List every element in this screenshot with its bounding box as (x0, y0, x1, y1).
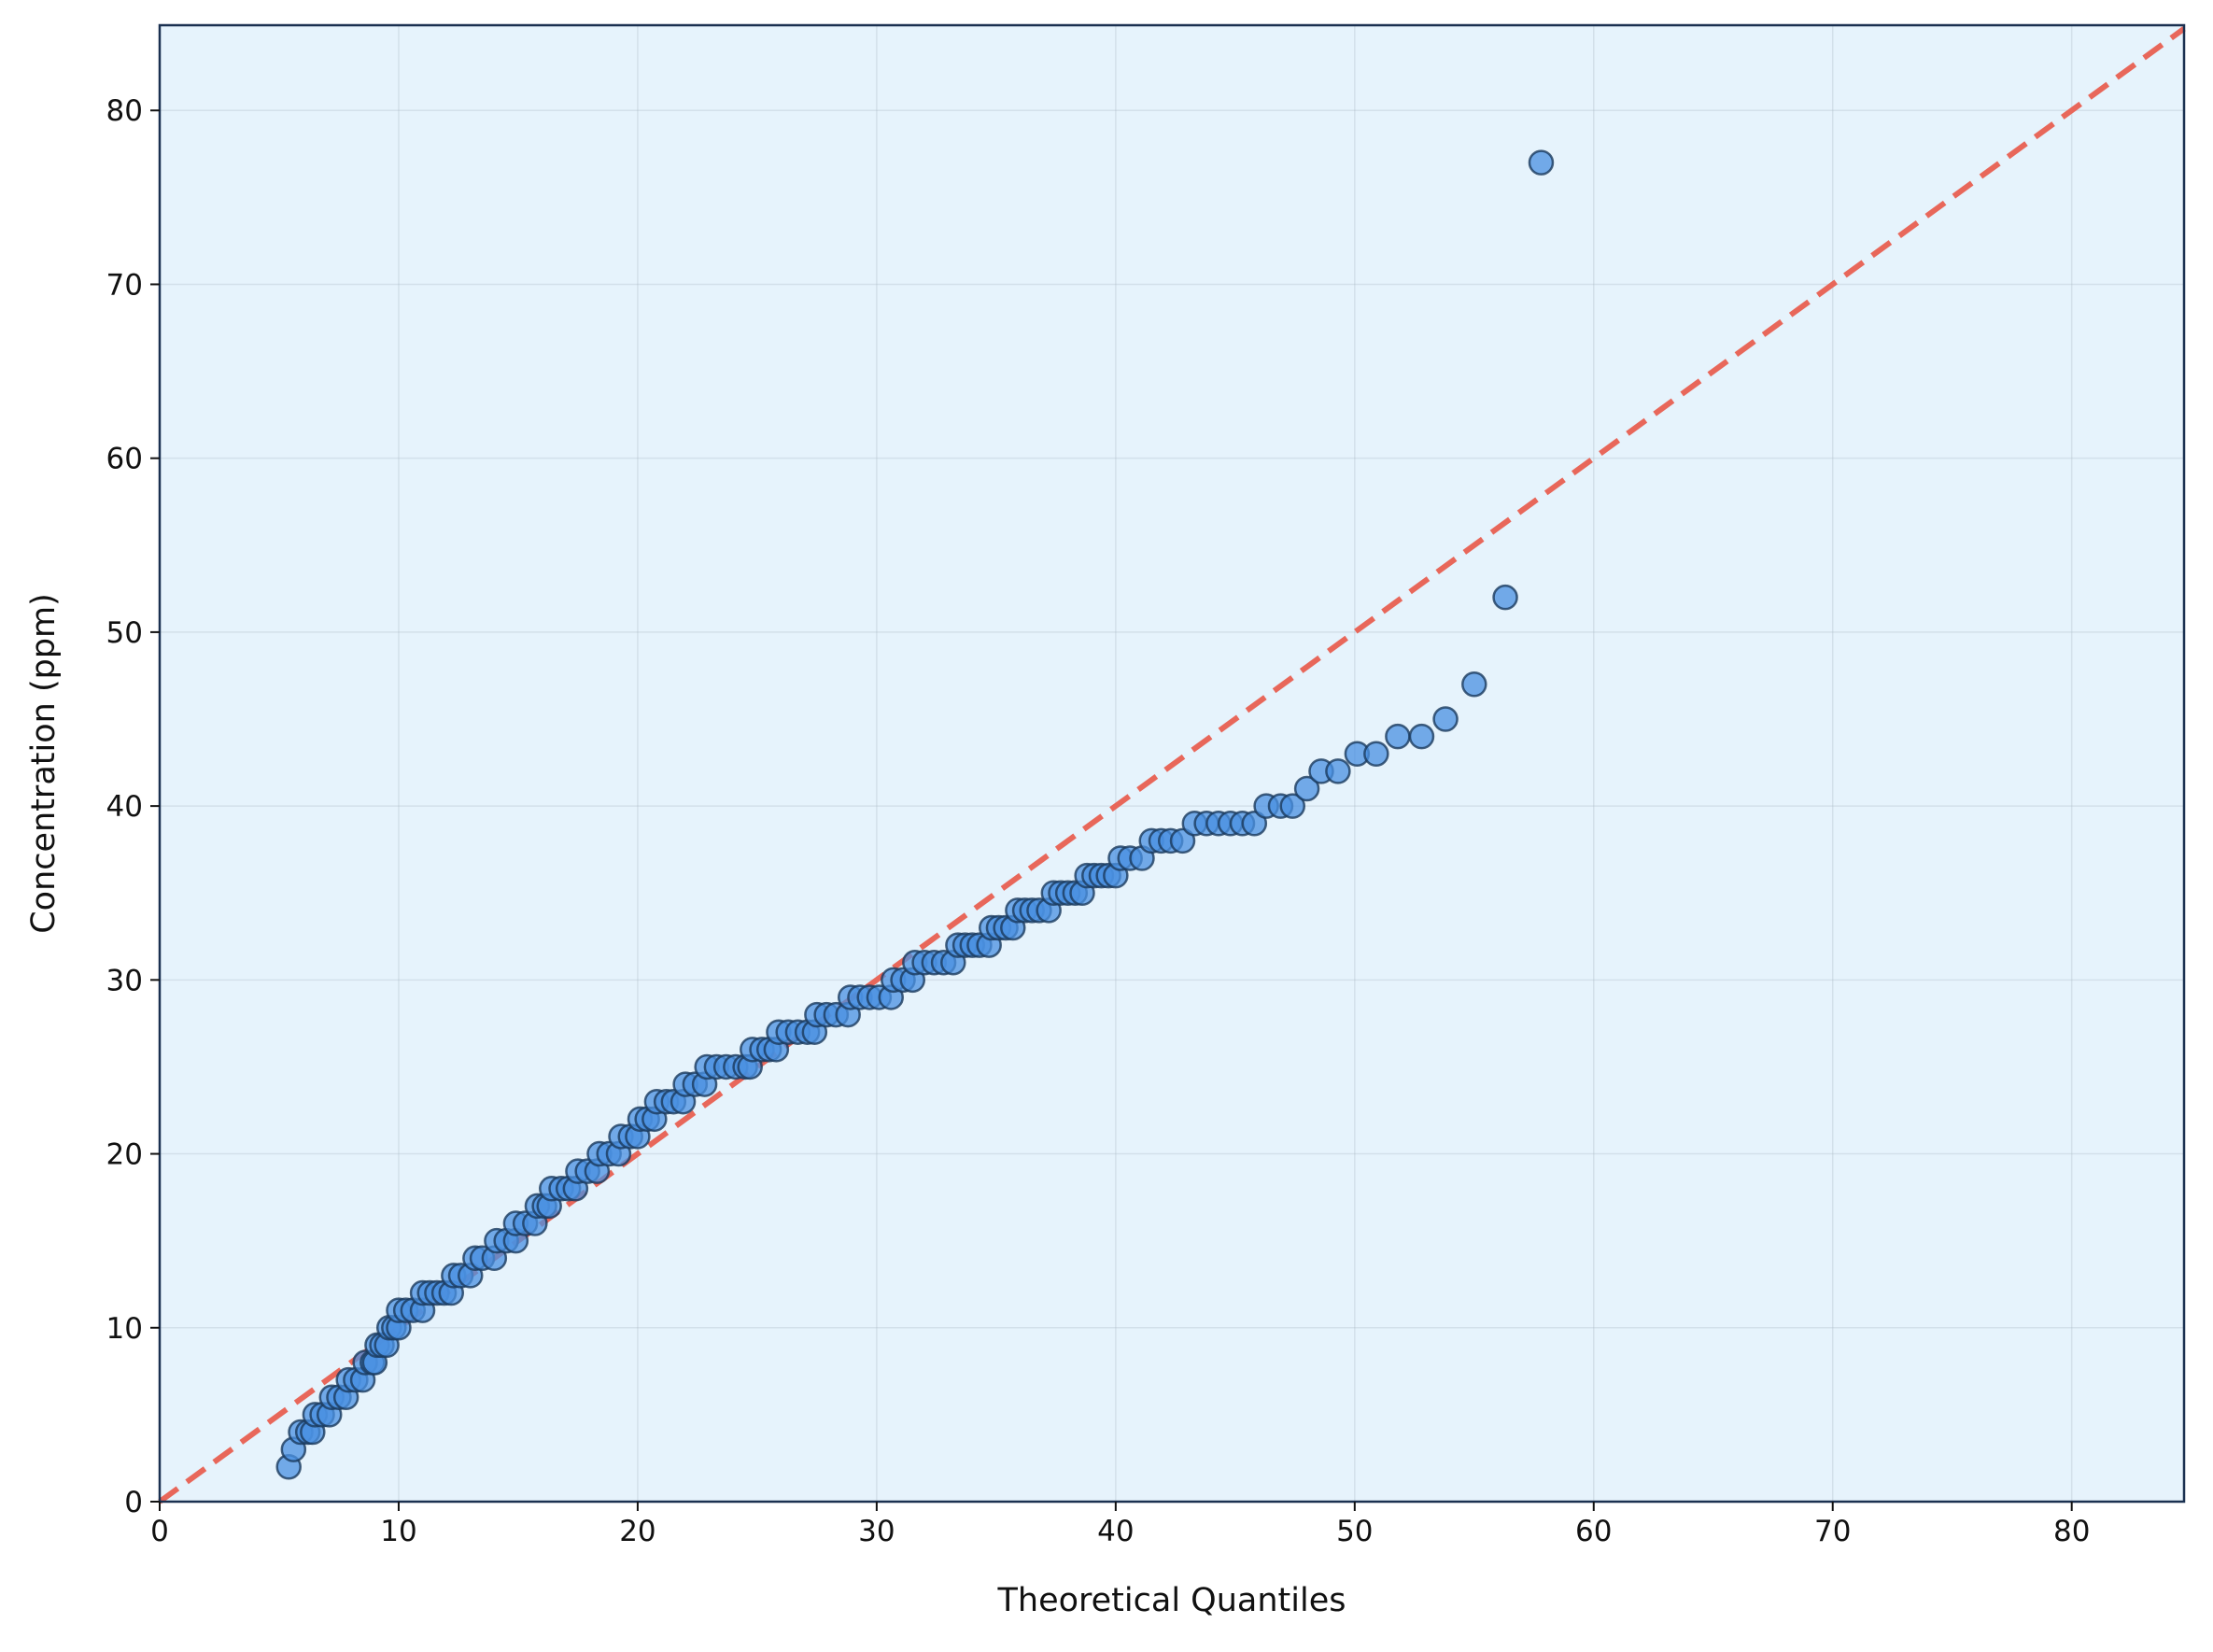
y-tick-label: 10 (106, 1312, 143, 1346)
y-tick-label: 80 (106, 94, 143, 128)
x-tick-label: 20 (619, 1515, 655, 1548)
y-tick-label: 70 (106, 268, 143, 302)
y-tick-label: 60 (106, 443, 143, 476)
y-tick-label: 40 (106, 790, 143, 824)
x-tick-label: 30 (858, 1515, 895, 1548)
data-point (1293, 775, 1320, 802)
y-tick-label: 50 (106, 616, 143, 650)
x-tick-label: 60 (1575, 1515, 1612, 1548)
x-tick-label: 0 (150, 1515, 169, 1548)
x-tick-label: 70 (1814, 1515, 1851, 1548)
data-point (1241, 810, 1268, 837)
data-point (1492, 584, 1518, 611)
x-tick-label: 50 (1336, 1515, 1373, 1548)
data-point (1169, 827, 1196, 854)
x-axis-label: Theoretical Quantiles (997, 1582, 1346, 1619)
data-point (1408, 723, 1435, 750)
data-point (1385, 723, 1411, 750)
data-point (1325, 758, 1351, 784)
x-tick-label: 40 (1097, 1515, 1134, 1548)
data-point (1432, 706, 1459, 732)
y-axis-ticks: 0 10 20 30 40 50 60 70 80 (106, 94, 160, 1519)
data-point (1363, 741, 1389, 768)
y-tick-label: 30 (106, 964, 143, 997)
x-axis-ticks: 0 10 20 30 40 50 60 70 80 (150, 1502, 2090, 1548)
y-axis-label: Concentration (ppm) (25, 593, 63, 934)
data-point (1528, 149, 1555, 176)
data-point (1461, 671, 1487, 698)
data-point (1279, 793, 1306, 819)
y-tick-label: 0 (124, 1486, 143, 1519)
y-tick-label: 20 (106, 1138, 143, 1172)
x-tick-label: 80 (2053, 1515, 2090, 1548)
axes-frame (158, 23, 2186, 1504)
scatter-points (275, 149, 1555, 1480)
x-tick-label: 10 (380, 1515, 416, 1548)
